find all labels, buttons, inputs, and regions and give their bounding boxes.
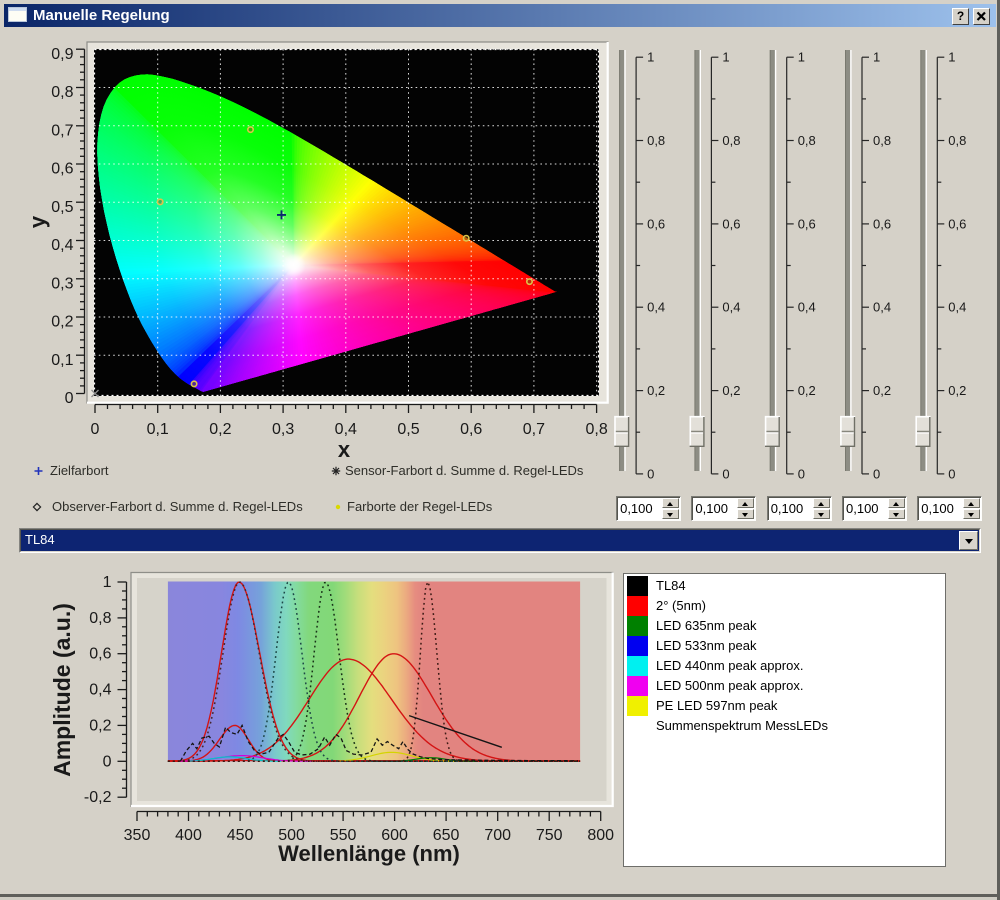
svg-text:Wellenlänge (nm): Wellenlänge (nm) [278, 841, 460, 866]
svg-text:Observer-Farbort d. Summe d. R: Observer-Farbort d. Summe d. Regel-LEDs [52, 499, 303, 514]
svg-text:0,4: 0,4 [335, 421, 357, 438]
svg-text:750: 750 [536, 827, 563, 844]
svg-text:0,8: 0,8 [948, 133, 966, 148]
svg-text:0,6: 0,6 [948, 216, 966, 231]
svg-text:0,1: 0,1 [147, 421, 169, 438]
svg-text:0,2: 0,2 [209, 421, 231, 438]
svg-text:Sensor-Farbort d. Summe d. Reg: Sensor-Farbort d. Summe d. Regel-LEDs [345, 463, 584, 478]
svg-text:0: 0 [798, 466, 805, 481]
svg-text:0,8: 0,8 [722, 133, 740, 148]
svg-text:0,6: 0,6 [798, 216, 816, 231]
svg-text:350: 350 [124, 827, 151, 844]
svg-text:0: 0 [91, 421, 100, 438]
svg-text:0,3: 0,3 [272, 421, 294, 438]
svg-text:1: 1 [722, 50, 729, 65]
svg-text:0,8: 0,8 [89, 610, 111, 627]
svg-text:0,6: 0,6 [873, 216, 891, 231]
svg-text:0,6: 0,6 [89, 646, 111, 663]
svg-text:0,4: 0,4 [51, 237, 73, 254]
svg-text:1: 1 [948, 50, 955, 65]
svg-text:0,6: 0,6 [460, 421, 482, 438]
svg-text:700: 700 [484, 827, 511, 844]
svg-text:0,4: 0,4 [948, 300, 966, 315]
svg-text:0,4: 0,4 [873, 300, 891, 315]
svg-text:0,8: 0,8 [585, 421, 607, 438]
svg-text:0: 0 [873, 466, 880, 481]
svg-text:0,2: 0,2 [722, 383, 740, 398]
svg-text:0,2: 0,2 [948, 383, 966, 398]
svg-text:600: 600 [381, 827, 408, 844]
svg-text:0,4: 0,4 [722, 300, 740, 315]
svg-text:Farborte der Regel-LEDs: Farborte der Regel-LEDs [347, 499, 493, 514]
svg-text:x: x [338, 437, 351, 462]
svg-text:650: 650 [433, 827, 460, 844]
svg-text:550: 550 [330, 827, 357, 844]
svg-text:-0,2: -0,2 [84, 789, 112, 806]
svg-text:0,6: 0,6 [722, 216, 740, 231]
svg-text:400: 400 [175, 827, 202, 844]
svg-text:0,6: 0,6 [647, 216, 665, 231]
svg-text:1: 1 [798, 50, 805, 65]
svg-text:500: 500 [278, 827, 305, 844]
svg-text:450: 450 [227, 827, 254, 844]
svg-text:0,8: 0,8 [647, 133, 665, 148]
svg-text:y: y [25, 215, 50, 228]
svg-text:1: 1 [647, 50, 654, 65]
svg-text:0,4: 0,4 [798, 300, 816, 315]
svg-text:0,8: 0,8 [51, 84, 73, 101]
svg-text:0,2: 0,2 [89, 717, 111, 734]
svg-text:1: 1 [103, 574, 112, 591]
svg-text:0: 0 [65, 390, 74, 407]
svg-text:0,8: 0,8 [798, 133, 816, 148]
svg-text:0,2: 0,2 [873, 383, 891, 398]
svg-text:0: 0 [647, 466, 654, 481]
svg-text:0,2: 0,2 [51, 314, 73, 331]
svg-text:0,1: 0,1 [51, 352, 73, 369]
svg-text:Zielfarbort: Zielfarbort [50, 463, 109, 478]
svg-text:0,8: 0,8 [873, 133, 891, 148]
svg-text:0,4: 0,4 [647, 300, 665, 315]
svg-text:0,4: 0,4 [89, 682, 111, 699]
svg-text:0,7: 0,7 [523, 421, 545, 438]
svg-text:1: 1 [873, 50, 880, 65]
svg-text:0,6: 0,6 [51, 161, 73, 178]
svg-text:0,5: 0,5 [51, 199, 73, 216]
svg-text:0,2: 0,2 [798, 383, 816, 398]
svg-text:0: 0 [722, 466, 729, 481]
svg-text:0,3: 0,3 [51, 276, 73, 293]
svg-text:Amplitude (a.u.): Amplitude (a.u.) [49, 603, 75, 777]
svg-text:0,5: 0,5 [397, 421, 419, 438]
svg-text:0,7: 0,7 [51, 123, 73, 140]
svg-text:800: 800 [587, 827, 614, 844]
svg-text:0: 0 [948, 466, 955, 481]
svg-text:0: 0 [103, 753, 112, 770]
svg-text:0,2: 0,2 [647, 383, 665, 398]
svg-text:0,9: 0,9 [51, 46, 73, 63]
